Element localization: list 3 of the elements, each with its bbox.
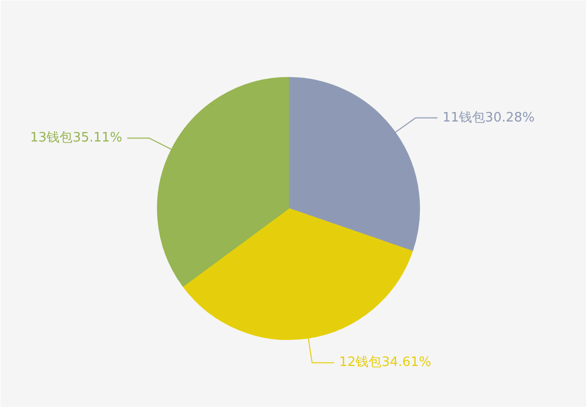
slice-label: 11钱包30.28% [442,110,535,126]
slice-label: 13钱包35.11% [30,130,122,146]
slice-label: 12钱包34.61% [339,355,432,370]
